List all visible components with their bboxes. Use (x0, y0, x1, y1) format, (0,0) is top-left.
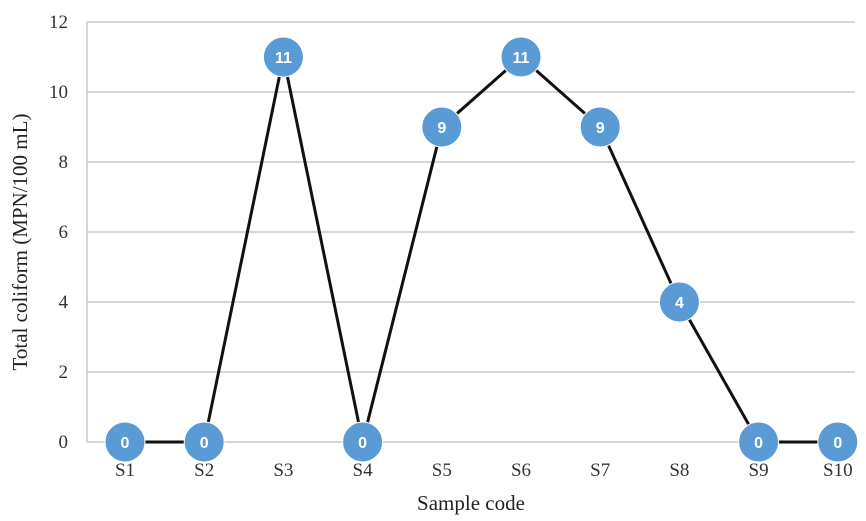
x-tick-label: S1 (115, 460, 135, 481)
x-tick-labels: S1 S2 S3 S4 S5 S6 S7 S8 S9 S10 (115, 460, 853, 481)
data-point: 0 (183, 421, 225, 463)
gridlines (87, 21, 855, 373)
data-point-marker (262, 36, 304, 78)
data-point-marker (817, 421, 859, 463)
x-tick-label: S6 (511, 460, 531, 481)
data-label: 9 (437, 120, 446, 137)
data-point-marker (183, 421, 225, 463)
data-label: 0 (121, 435, 130, 452)
data-point: 9 (579, 106, 621, 148)
data-point: 0 (817, 421, 859, 463)
data-label: 0 (200, 435, 209, 452)
x-tick-label: S4 (353, 460, 374, 481)
y-axis-title: Total coliform (MPN/100 mL) (8, 114, 32, 371)
data-point: 0 (738, 421, 780, 463)
x-tick-label: S3 (273, 460, 293, 481)
y-tick-labels: 0 2 4 6 8 10 12 (49, 12, 69, 453)
x-tick-label: S2 (194, 460, 214, 481)
data-point: 11 (262, 36, 304, 78)
data-point-marker (500, 36, 542, 78)
data-label: 11 (513, 50, 530, 67)
data-point-marker (579, 106, 621, 148)
data-label: 4 (675, 295, 684, 312)
data-point-marker (421, 106, 463, 148)
data-label: 0 (833, 435, 842, 452)
y-tick-label: 2 (59, 362, 69, 383)
data-label: 0 (754, 435, 763, 452)
x-tick-label: S8 (669, 460, 689, 481)
data-point-marker (104, 421, 146, 463)
data-point: 0 (342, 421, 384, 463)
y-tick-label: 0 (59, 432, 69, 453)
y-tick-label: 6 (59, 222, 69, 243)
x-axis-title: Sample code (417, 491, 525, 515)
data-point: 11 (500, 36, 542, 78)
y-tick-label: 12 (49, 12, 68, 33)
data-markers: 0 0 11 0 9 11 9 4 0 0 (104, 36, 859, 463)
y-tick-label: 4 (59, 292, 69, 313)
data-point: 4 (658, 281, 700, 323)
data-label: 11 (275, 50, 292, 67)
x-tick-label: S9 (749, 460, 769, 481)
data-point: 9 (421, 106, 463, 148)
data-point-marker (342, 421, 384, 463)
series-line (125, 54, 838, 444)
x-tick-label: S10 (823, 460, 853, 481)
x-tick-label: S7 (590, 460, 610, 481)
data-point-marker (738, 421, 780, 463)
data-point-marker (658, 281, 700, 323)
data-label: 9 (596, 120, 605, 137)
y-tick-label: 10 (49, 82, 68, 103)
data-label: 0 (358, 435, 367, 452)
x-tick-label: S5 (432, 460, 452, 481)
data-point: 0 (104, 421, 146, 463)
y-tick-label: 8 (59, 152, 69, 173)
